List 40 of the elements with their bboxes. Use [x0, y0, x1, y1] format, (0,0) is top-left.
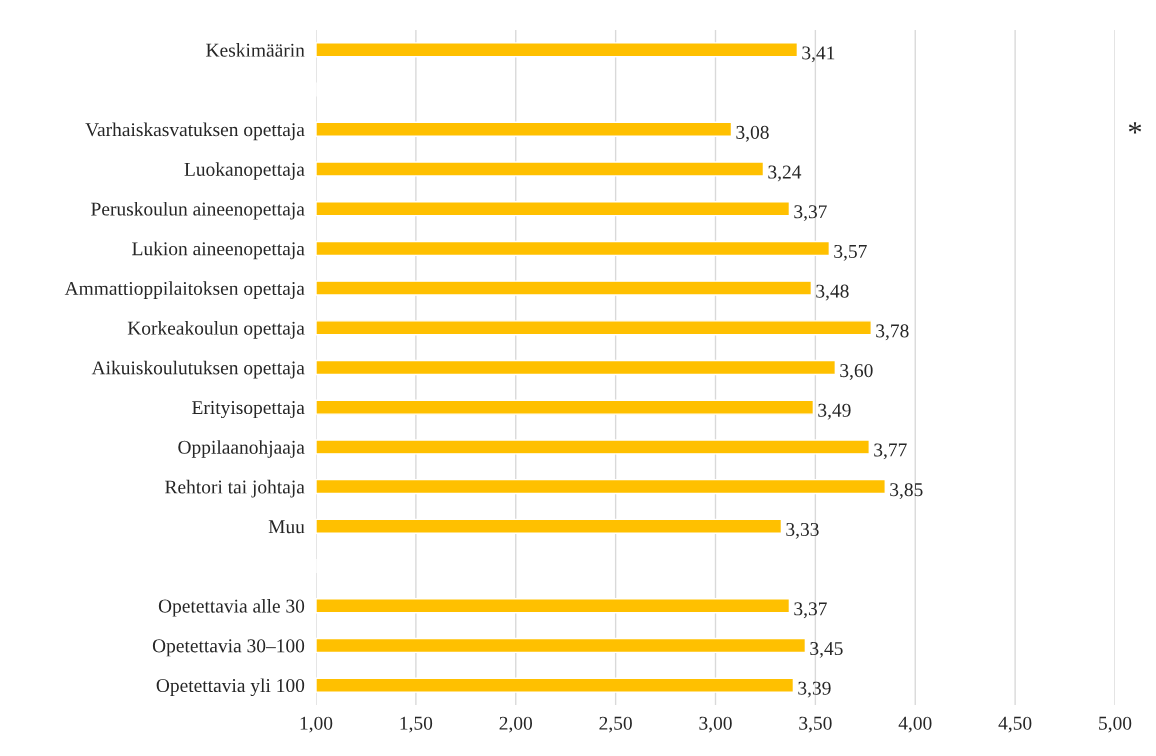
y-tick-label: Luokanopettaja	[184, 162, 305, 180]
y-tick-label: Ammattioppilaitoksen opettaja	[64, 281, 305, 299]
x-tick-label: 5,00	[1099, 716, 1132, 733]
x-tick-label: 3,00	[699, 716, 732, 733]
y-tick-label: Opetettavia 30–100	[152, 639, 305, 657]
x-tick-label: 1,00	[300, 716, 333, 733]
y-tick-label: Muu	[268, 520, 305, 534]
y-tick-label: Oppilaanohjaaja	[178, 440, 305, 458]
x-tick-label: 2,50	[599, 716, 632, 733]
data-label: 3,57	[834, 244, 867, 261]
y-tick-label: Opetettavia yli 100	[156, 678, 305, 697]
x-tick-label: 1,50	[400, 716, 433, 733]
data-label: 3,37	[794, 602, 827, 619]
x-tick-label: 4,50	[998, 716, 1032, 733]
y-tick-label: Korkeakoulun opettaja	[127, 321, 305, 339]
data-label: 3,45	[810, 642, 843, 658]
y-tick-label: Peruskoulun aineenopettaja	[91, 201, 305, 220]
data-label: 3,41	[802, 46, 835, 63]
data-label: 3,48	[816, 284, 849, 301]
data-label: 3,85	[890, 483, 923, 500]
data-label: 3,39	[798, 681, 831, 698]
x-tick-label: 2,00	[499, 716, 533, 733]
y-tick-label: Erityisopettaja	[192, 401, 305, 419]
y-tick-label: Lukion aineenopettaja	[132, 241, 305, 260]
data-label: 3,33	[786, 522, 819, 539]
x-tick-label: 3,50	[799, 716, 832, 733]
y-tick-label: Aikuiskoulutuksen opettaja	[91, 360, 305, 379]
data-label: 3,60	[840, 364, 873, 380]
data-label: 3,37	[794, 205, 827, 222]
data-label: 3,08	[736, 125, 769, 142]
x-tick-label: 4,00	[898, 716, 932, 733]
y-tick-label: Rehtori tai johtaja	[165, 479, 305, 498]
y-tick-label: Varhaiskasvatuksen opettaja	[85, 122, 305, 141]
data-label: 3,49	[818, 403, 851, 420]
data-label: 3,24	[768, 165, 802, 182]
y-tick-label: Opetettavia alle 30	[158, 598, 305, 617]
text: *	[1128, 122, 1142, 134]
y-tick-label: Keskimäärin	[206, 43, 305, 57]
data-label: 3,77	[874, 443, 907, 460]
data-label: 3,78	[876, 324, 909, 341]
